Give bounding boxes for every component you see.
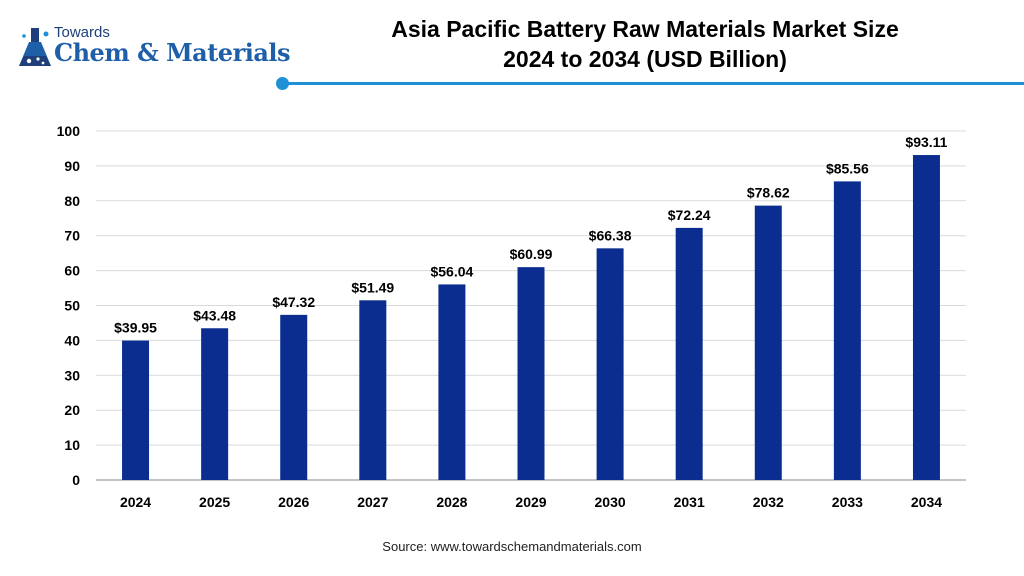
data-label: $85.56: [826, 160, 869, 176]
x-tick-label: 2034: [911, 494, 942, 510]
bar: [201, 328, 229, 480]
x-tick-label: 2026: [278, 494, 309, 510]
data-label: $47.32: [272, 294, 315, 310]
bar: [359, 300, 387, 480]
x-tick-label: 2028: [436, 494, 467, 510]
y-tick-label: 0: [72, 472, 80, 488]
y-tick-label: 20: [64, 402, 80, 418]
data-label: $60.99: [510, 246, 553, 262]
y-tick-label: 70: [64, 228, 80, 244]
y-tick-label: 60: [64, 263, 80, 279]
flask-icon: [19, 28, 51, 66]
bar: [438, 284, 466, 480]
data-label: $56.04: [430, 263, 473, 279]
y-tick-label: 80: [64, 193, 80, 209]
bar: [517, 267, 545, 480]
chart-title-line1: Asia Pacific Battery Raw Materials Marke…: [391, 16, 899, 42]
data-label: $93.11: [905, 134, 947, 150]
logo-main-text: Chem & Materials: [54, 38, 291, 67]
chart-title-line2: 2024 to 2034 (USD Billion): [503, 46, 787, 72]
bar: [596, 248, 624, 480]
x-tick-label: 2032: [753, 494, 784, 510]
data-label: $66.38: [589, 227, 632, 243]
y-tick-label: 10: [64, 437, 80, 453]
data-label: $72.24: [668, 207, 711, 223]
y-tick-label: 50: [64, 298, 80, 314]
data-label: $51.49: [351, 279, 394, 295]
logo-top-text: Towards: [54, 24, 110, 41]
bar: [675, 227, 703, 480]
data-label: $43.48: [193, 307, 236, 323]
x-tick-label: 2031: [674, 494, 705, 510]
x-tick-label: 2033: [832, 494, 863, 510]
x-tick-label: 2025: [199, 494, 230, 510]
bar: [912, 155, 940, 481]
brand-logo: Towards Chem & Materials: [14, 18, 291, 78]
y-tick-label: 90: [64, 158, 80, 174]
y-tick-label: 100: [57, 123, 81, 139]
title-divider: [282, 82, 1024, 85]
bar: [833, 181, 861, 480]
bar: [122, 340, 150, 480]
y-tick-label: 30: [64, 367, 80, 383]
data-label: $39.95: [114, 320, 157, 336]
x-tick-label: 2024: [120, 494, 151, 510]
divider-dot: [276, 77, 289, 90]
bar: [280, 314, 308, 480]
chart-title: Asia Pacific Battery Raw Materials Marke…: [330, 14, 960, 74]
source-note: Source: www.towardschemandmaterials.com: [382, 539, 642, 554]
x-tick-label: 2029: [515, 494, 546, 510]
data-label: $78.62: [747, 185, 790, 201]
bar: [754, 205, 782, 480]
x-tick-label: 2027: [357, 494, 388, 510]
x-tick-label: 2030: [595, 494, 626, 510]
y-tick-label: 40: [64, 332, 80, 348]
